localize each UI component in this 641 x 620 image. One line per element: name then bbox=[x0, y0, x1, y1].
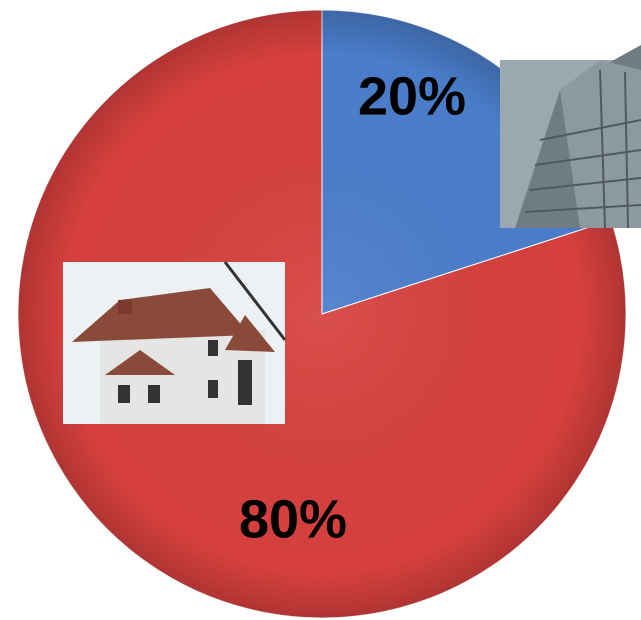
slice-label: 80% bbox=[239, 489, 347, 549]
slice-label: 20% bbox=[358, 66, 466, 126]
building-photo bbox=[500, 45, 641, 229]
house-photo bbox=[63, 261, 287, 424]
